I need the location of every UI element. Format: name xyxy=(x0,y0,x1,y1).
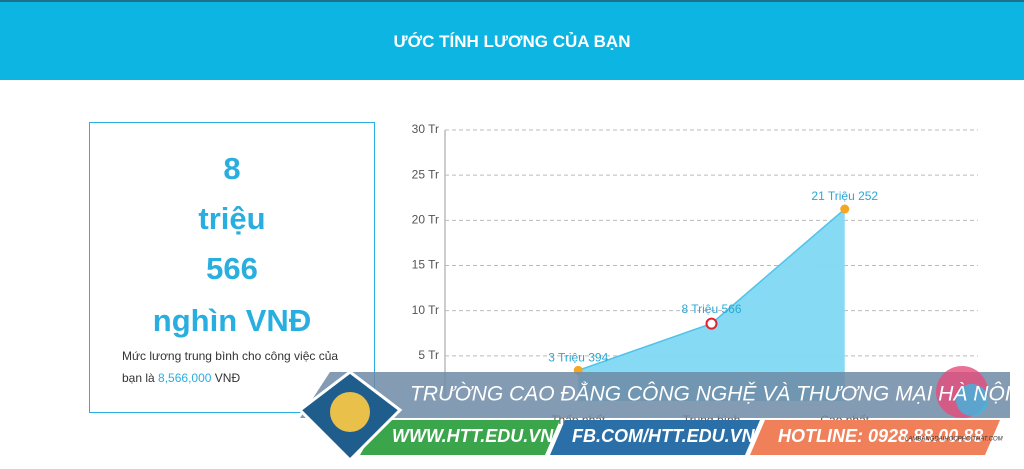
y-tick-label: 15 Tr xyxy=(412,258,439,272)
logo-mark xyxy=(330,392,370,432)
point xyxy=(705,317,718,330)
watermark-logo xyxy=(956,384,988,416)
description-text: VNĐ xyxy=(214,371,241,385)
description-text: Mức lương trung bình cho công việc của b… xyxy=(122,349,339,385)
y-tick-label: 20 Tr xyxy=(412,213,439,227)
value-label: 21 Triệu 252 xyxy=(811,189,878,203)
value-label: 8 Triệu 566 xyxy=(681,302,741,316)
banner-band xyxy=(300,372,1010,418)
salary-box: 8 triệu 566 nghìn VNĐ Mức lương trung bì… xyxy=(89,122,375,413)
banner-website: WWW.HTT.EDU.VN xyxy=(392,426,554,446)
banner-school: TRƯỜNG CAO ĐẲNG CÔNG NGHỆ VÀ THƯƠNG MẠI … xyxy=(410,383,1011,406)
banner-hotline xyxy=(750,420,1000,455)
description: Mức lương trung bình cho công việc của b… xyxy=(122,345,342,389)
banner-web xyxy=(360,420,560,455)
value-label: 3 Triệu 394 xyxy=(548,351,608,365)
header: ƯỚC TÍNH LƯƠNG CỦA BẠN xyxy=(0,0,1024,80)
banner-hotline-text: HOTLINE: 0928.88.00.88 xyxy=(778,426,983,446)
point xyxy=(840,204,850,214)
header-title: ƯỚC TÍNH LƯƠNG CỦA BẠN xyxy=(393,32,631,51)
area xyxy=(578,209,845,401)
y-tick-label: 5 Tr xyxy=(418,348,439,362)
salary-line: 566 xyxy=(206,251,258,286)
y-tick-label: 30 Tr xyxy=(412,122,439,136)
description-amount: 8,566,000 xyxy=(158,371,212,385)
banner-fb xyxy=(550,420,760,455)
y-tick-label: 10 Tr xyxy=(412,303,439,317)
salary-line: 8 xyxy=(223,151,241,186)
watermark: LAMBANGDAIHOCPHOITHAT.COM xyxy=(905,437,1003,443)
salary-line: nghìn VNĐ xyxy=(152,303,312,338)
banner-facebook: FB.COM/HTT.EDU.VN xyxy=(572,426,756,446)
salary-line: triệu xyxy=(198,201,266,236)
y-tick-label: 25 Tr xyxy=(412,167,439,181)
